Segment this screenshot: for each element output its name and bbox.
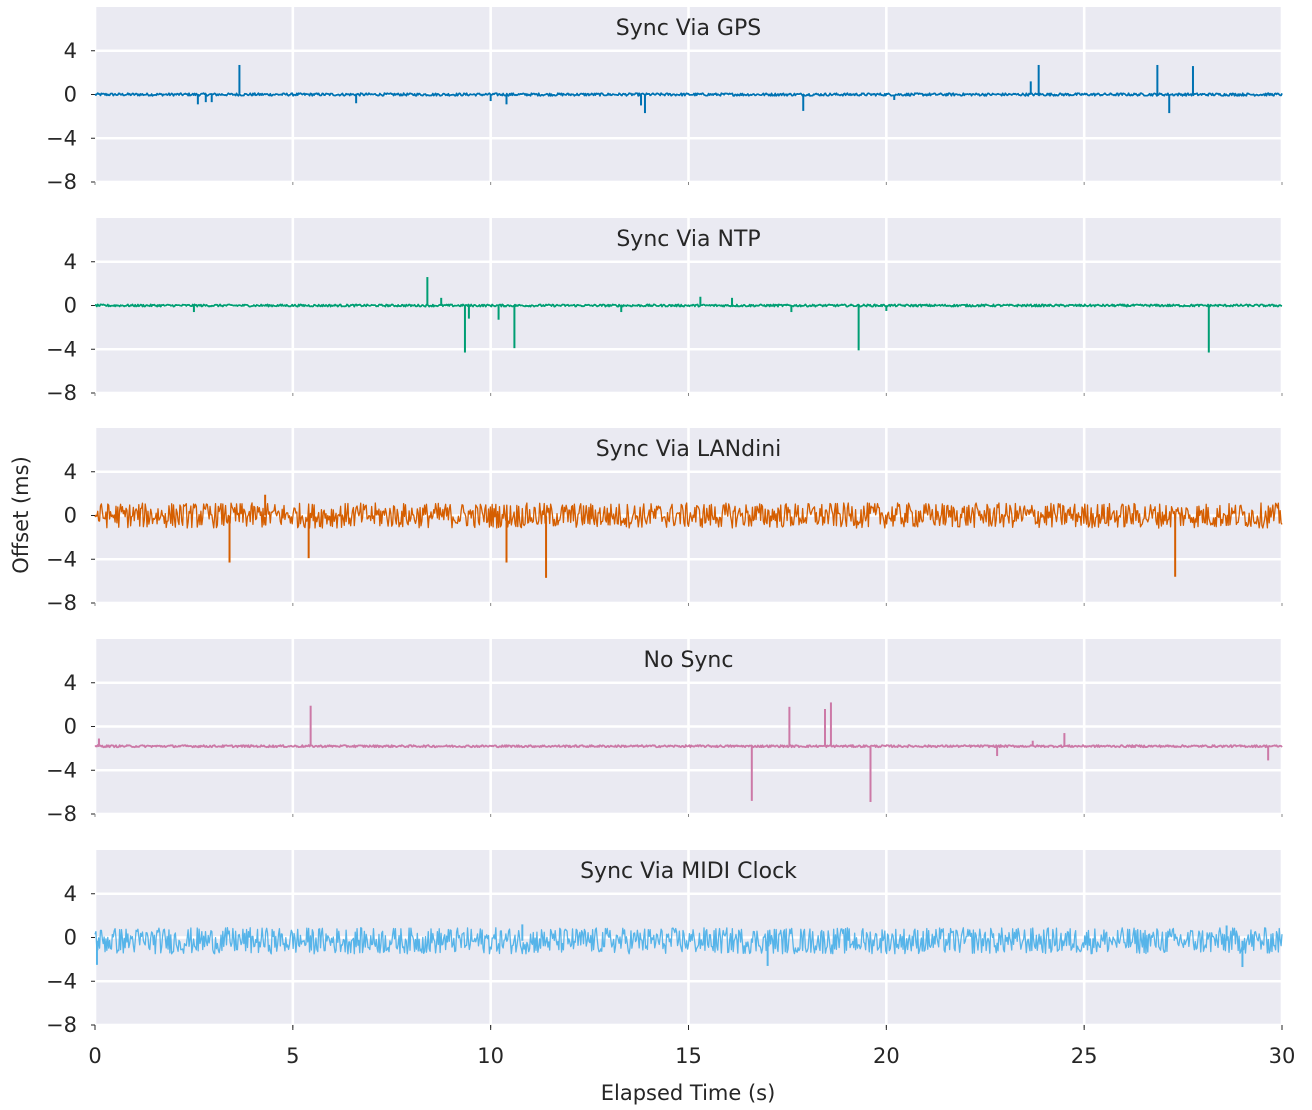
x-axis-label: Elapsed Time (s): [601, 1081, 776, 1105]
panel-title: Sync Via LANdini: [596, 437, 782, 462]
y-tick-label: −8: [46, 381, 77, 405]
y-tick-label: −8: [46, 170, 77, 194]
y-tick-label: −4: [46, 126, 77, 150]
series-line: [94, 303, 1283, 308]
y-tick-label: 0: [64, 504, 77, 528]
y-tick-label: 4: [64, 882, 77, 906]
y-tick-label: −8: [46, 591, 77, 615]
panel-title: Sync Via NTP: [616, 227, 760, 252]
x-tick-label: 30: [1269, 1044, 1296, 1068]
panel-3: 4 0 −4 −8 Sync Via LANdini: [46, 428, 1284, 615]
x-tick-label: 0: [88, 1044, 101, 1068]
y-tick-label: 4: [64, 39, 77, 63]
y-tick-label: 4: [64, 671, 77, 695]
y-tick-label: −4: [46, 337, 77, 361]
x-tick-label: 25: [1071, 1044, 1098, 1068]
x-tick-label: 15: [675, 1044, 702, 1068]
y-tick-label: −4: [46, 547, 77, 571]
x-tick-label: 10: [477, 1044, 504, 1068]
y-tick-label: −4: [46, 758, 77, 782]
y-tick-label: −8: [46, 802, 77, 826]
y-tick-label: −4: [46, 969, 77, 993]
panel-4: 4 0 −4 −8 No Sync: [46, 639, 1284, 826]
panel-2: 4 0 −4 −8 Sync Via NTP: [46, 218, 1284, 405]
panels: 4 0 −4 −8 Sync Via GPS 4 0 −4 −8 Sync Via NTP 4 0 −4…: [46, 7, 1284, 1037]
y-tick-label: 0: [64, 83, 77, 107]
x-tick-label: 5: [286, 1044, 299, 1068]
x-tick-label: 20: [873, 1044, 900, 1068]
panel-5: 4 0 −4 −8 Sync Via MIDI Clock: [46, 850, 1284, 1037]
y-tick-label: −8: [46, 1013, 77, 1037]
series-line: [94, 927, 1283, 955]
y-tick-label: 4: [64, 460, 77, 484]
y-tick-label: 0: [64, 715, 77, 739]
panel-1: 4 0 −4 −8 Sync Via GPS: [46, 7, 1284, 194]
series-line: [94, 92, 1283, 97]
y-tick-label: 4: [64, 250, 77, 274]
panel-title: Sync Via MIDI Clock: [580, 859, 797, 884]
panel-title: Sync Via GPS: [616, 16, 761, 41]
y-tick-label: 0: [64, 294, 77, 318]
panel-title: No Sync: [644, 648, 734, 673]
series-line: [94, 744, 1283, 749]
y-tick-label: 0: [64, 926, 77, 950]
series-line: [94, 502, 1283, 529]
shared-x-axis: 0 5 10 15 20 25 30: [88, 1025, 1295, 1068]
y-axis-label: Offset (ms): [9, 456, 33, 574]
